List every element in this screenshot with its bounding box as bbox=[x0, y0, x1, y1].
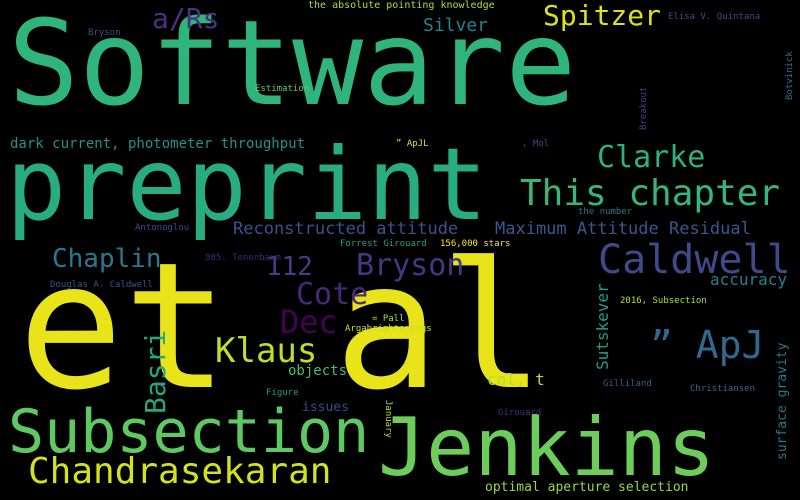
word-gilliland: Gilliland bbox=[603, 379, 652, 389]
word-absolute-pointing-knowledge: the absolute pointing knowledge bbox=[308, 0, 495, 11]
word-bryson-small: Bryson bbox=[88, 28, 121, 38]
word-christiansen: Christiansen bbox=[690, 384, 756, 394]
word-sutskever: Sutskever bbox=[593, 283, 612, 370]
word-the-number: the number bbox=[578, 207, 633, 217]
word-112: 112 bbox=[266, 252, 313, 282]
word-optimal-aperture-selection: optimal aperture selection bbox=[485, 480, 689, 495]
word-figure: Figure bbox=[266, 388, 299, 398]
word-antonoglou: Antonoglou bbox=[135, 223, 190, 233]
word-software: Software bbox=[8, 0, 577, 132]
word-tenenbaum: 985. Tenenbaum bbox=[205, 253, 281, 263]
word-pall: = Pall bbox=[372, 314, 405, 324]
word-douglas-caldwell: Douglas A. Caldwell bbox=[50, 280, 153, 290]
word-caldwell: Caldwell bbox=[598, 237, 791, 283]
word-et-al: et al bbox=[18, 226, 545, 429]
word-january: January bbox=[383, 400, 393, 438]
word-col-t: col, t bbox=[487, 370, 545, 389]
word-cote: Cote bbox=[296, 277, 369, 312]
word-klaus: Klaus bbox=[215, 331, 318, 371]
word-chaplin: Chaplin bbox=[52, 244, 162, 274]
word-estimation: Estimation bbox=[255, 84, 310, 94]
word-forrest-girouard: Forrest Girouard bbox=[340, 239, 427, 249]
word-issues: issues bbox=[302, 400, 349, 415]
word-subsection: Subsection bbox=[8, 397, 370, 467]
word-botvinick: Botvinick bbox=[785, 51, 795, 100]
word-2016-subsection: 2016, Subsection bbox=[620, 296, 707, 306]
word-accuracy: accuracy bbox=[710, 270, 788, 289]
word-mol: , Mol bbox=[522, 139, 550, 149]
word-argabrightenings: Argabrightenings bbox=[345, 324, 432, 334]
word-basri: Basri bbox=[139, 329, 172, 414]
word-jenkins: Jenkins bbox=[378, 401, 716, 494]
word-objects: objects bbox=[288, 363, 348, 379]
word-dec: Dec bbox=[280, 303, 338, 341]
word-spitzer: Spitzer bbox=[543, 0, 662, 32]
word-this-chapter: This chapter bbox=[520, 173, 781, 214]
word-clarke: Clarke bbox=[597, 140, 706, 175]
word-breakout: Breakout bbox=[639, 86, 649, 130]
word-bryson: Bryson bbox=[356, 248, 465, 283]
word-apjl: ” ApJL bbox=[396, 139, 429, 149]
word-elisa-quintana: Elisa V. Quintana bbox=[668, 12, 761, 22]
word-preprint: preprint bbox=[6, 126, 488, 243]
word-girouard: Girouard bbox=[498, 408, 542, 418]
word-156000-stars: 156,000 stars bbox=[440, 239, 511, 249]
word-dark-current: dark current, photometer throughput bbox=[10, 136, 306, 152]
word-a-rs: a/Rs bbox=[152, 2, 220, 35]
word-reconstructed-attitude: Reconstructed attitude bbox=[233, 219, 459, 239]
word-chandrasekaran: Chandrasekaran bbox=[28, 451, 332, 492]
word-apj: ” ApJ bbox=[650, 323, 765, 367]
word-silver: Silver bbox=[423, 15, 489, 36]
word-surface-gravity: surface gravity bbox=[775, 342, 790, 460]
word-maximum-attitude-residual: Maximum Attitude Residual bbox=[495, 219, 751, 239]
